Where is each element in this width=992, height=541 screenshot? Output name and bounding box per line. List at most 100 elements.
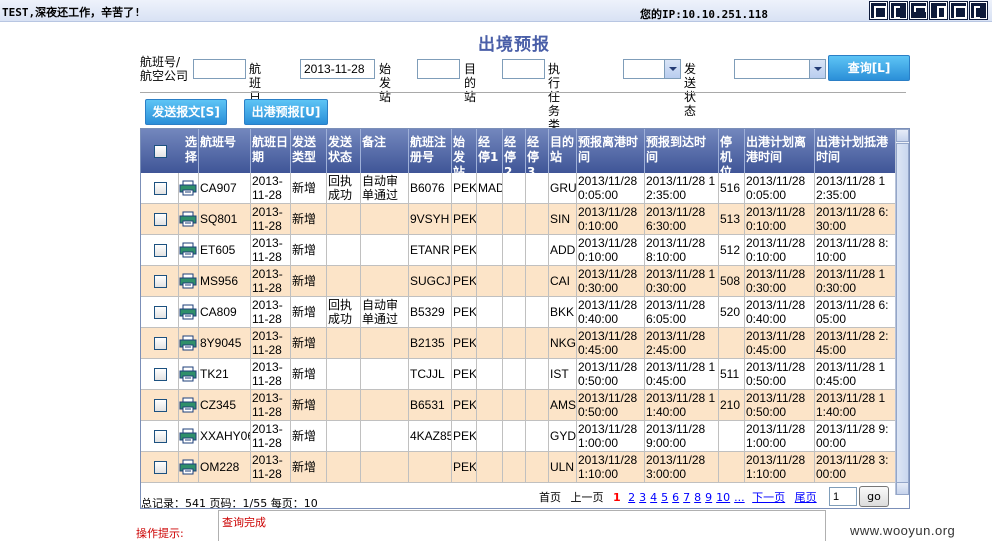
split-left-icon[interactable] xyxy=(889,1,908,20)
cell-date: 2013-11-28 xyxy=(251,421,291,452)
cell-plan-arr: 2013/11/28 3:00:00 xyxy=(815,452,896,483)
scroll-thumb[interactable] xyxy=(896,143,909,483)
printer-icon[interactable] xyxy=(179,335,197,351)
table-row[interactable]: TK21 2013-11-28 新增 TCJJL PEK IST 2013/11/28 0:… xyxy=(141,359,896,390)
exit-icon[interactable] xyxy=(969,1,988,20)
last-page-link[interactable]: 尾页 xyxy=(794,491,817,504)
printer-icon[interactable] xyxy=(179,428,197,444)
page-link[interactable]: ... xyxy=(734,491,745,504)
cell-stand: 210 xyxy=(719,390,745,421)
page-link[interactable]: 4 xyxy=(650,491,658,504)
row-select-cell xyxy=(141,266,179,297)
dest-input[interactable] xyxy=(502,59,545,79)
cell-flight: CA907 xyxy=(199,173,251,204)
printer-icon[interactable] xyxy=(179,211,197,227)
cell-dep: 2013/11/28 0:40:00 xyxy=(577,297,645,328)
page-link[interactable]: 7 xyxy=(683,491,691,504)
cell-reg: TCJJL xyxy=(409,359,452,390)
query-button[interactable]: 查询[L] xyxy=(828,55,910,81)
cell-date: 2013-11-28 xyxy=(251,266,291,297)
cell-plan-arr: 2013/11/28 2:45:00 xyxy=(815,328,896,359)
row-checkbox[interactable] xyxy=(154,399,167,412)
select-all-checkbox[interactable] xyxy=(154,145,167,158)
row-checkbox[interactable] xyxy=(154,182,167,195)
page-link[interactable]: 2 xyxy=(628,491,636,504)
page-link[interactable]: 5 xyxy=(661,491,669,504)
origin-input[interactable] xyxy=(417,59,460,79)
cell-plan-arr: 2013/11/28 10:30:00 xyxy=(815,266,896,297)
scroll-down-icon[interactable] xyxy=(896,482,909,495)
page-link[interactable]: 6 xyxy=(672,491,680,504)
send-message-button[interactable]: 发送报文[S] xyxy=(145,99,227,125)
cell-stop2 xyxy=(503,359,526,390)
table-row[interactable]: CZ345 2013-11-28 新增 B6531 PEK AMS 2013/11/28 0… xyxy=(141,390,896,421)
printer-icon[interactable] xyxy=(179,304,197,320)
page-link[interactable]: 10 xyxy=(716,491,731,504)
printer-icon[interactable] xyxy=(179,459,197,475)
row-print-cell xyxy=(179,266,199,297)
row-checkbox[interactable] xyxy=(154,244,167,257)
task-type-select[interactable] xyxy=(623,59,681,79)
first-page-link[interactable]: 首页 xyxy=(539,491,561,504)
next-page-link[interactable]: 下一页 xyxy=(752,491,786,504)
row-checkbox[interactable] xyxy=(154,306,167,319)
cell-dest: ULN xyxy=(549,452,577,483)
table-row[interactable]: CA907 2013-11-28 新增 回执成功 自动审单通过 B6076 PEK MAD GR… xyxy=(141,173,896,204)
cell-plan-dep: 2013/11/28 0:45:00 xyxy=(745,328,815,359)
layout-icon[interactable] xyxy=(869,1,888,20)
table-row[interactable]: MS956 2013-11-28 新增 SUGCJ PEK CAI 2013/11/28 0… xyxy=(141,266,896,297)
page-link[interactable]: 8 xyxy=(694,491,702,504)
column-header: 出港计划离港时间 xyxy=(745,129,815,173)
row-checkbox[interactable] xyxy=(154,430,167,443)
table-row[interactable]: 8Y9045 2013-11-28 新增 B2135 PEK NKG 2013/11/28 … xyxy=(141,328,896,359)
cell-stand xyxy=(719,452,745,483)
row-checkbox[interactable] xyxy=(154,337,167,350)
cell-remark xyxy=(361,452,409,483)
flight-date-input[interactable] xyxy=(300,59,375,79)
table-row[interactable]: XXAHY06 2013-11-28 新增 4KAZ85 PEK GYD 2013/11/2… xyxy=(141,421,896,452)
printer-icon[interactable] xyxy=(179,242,197,258)
cell-plan-arr: 2013/11/28 6:30:00 xyxy=(815,204,896,235)
cell-origin: PEK xyxy=(452,359,477,390)
table-row[interactable]: OM228 2013-11-28 新增 PEK ULN 2013/11/28 1:10:0… xyxy=(141,452,896,483)
scroll-up-icon[interactable] xyxy=(896,129,909,142)
cell-stand: 516 xyxy=(719,173,745,204)
row-checkbox[interactable] xyxy=(154,368,167,381)
table-row[interactable]: SQ801 2013-11-28 新增 9VSYH PEK SIN 2013/11/28 0… xyxy=(141,204,896,235)
cell-stop3 xyxy=(526,266,549,297)
printer-icon[interactable] xyxy=(179,366,197,382)
split-top-icon[interactable] xyxy=(909,1,928,20)
cell-origin: PEK xyxy=(452,235,477,266)
row-checkbox[interactable] xyxy=(154,275,167,288)
row-print-cell xyxy=(179,328,199,359)
cell-plan-dep: 2013/11/28 1:10:00 xyxy=(745,452,815,483)
cell-stop3 xyxy=(526,390,549,421)
go-button[interactable]: go xyxy=(859,486,889,507)
flight-no-input[interactable] xyxy=(193,59,246,79)
printer-icon[interactable] xyxy=(179,397,197,413)
grid-layout-icon[interactable] xyxy=(949,1,968,20)
cell-arr: 2013/11/28 12:35:00 xyxy=(645,173,719,204)
prev-page-link[interactable]: 上一页 xyxy=(570,491,604,504)
greeting-text: TEST,深夜还工作，辛苦了! xyxy=(2,6,141,19)
cell-stop1: MAD xyxy=(477,173,503,204)
page-link[interactable]: 3 xyxy=(639,491,647,504)
table-row[interactable]: CA809 2013-11-28 新增 回执成功 自动审单通过 B5329 PEK BKK 20… xyxy=(141,297,896,328)
vertical-scrollbar[interactable] xyxy=(895,129,909,495)
split-right-icon[interactable] xyxy=(929,1,948,20)
row-checkbox[interactable] xyxy=(154,461,167,474)
page-number-input[interactable] xyxy=(829,487,857,506)
printer-icon[interactable] xyxy=(179,273,197,289)
table-row[interactable]: ET605 2013-11-28 新增 ETANR PEK ADD 2013/11/28 0… xyxy=(141,235,896,266)
printer-icon[interactable] xyxy=(179,180,197,196)
page-link[interactable]: 9 xyxy=(705,491,713,504)
flight-no-label: 航班号/航空公司 xyxy=(140,55,189,83)
dest-label: 目的站 xyxy=(464,62,477,104)
cell-origin: PEK xyxy=(452,173,477,204)
tip-label: 操作提示: xyxy=(136,527,184,540)
send-status-select[interactable] xyxy=(734,59,826,79)
depart-forecast-button[interactable]: 出港预报[U] xyxy=(244,99,328,125)
row-checkbox[interactable] xyxy=(154,213,167,226)
row-select-cell xyxy=(141,173,179,204)
cell-remark: 自动审单通过 xyxy=(361,173,409,204)
